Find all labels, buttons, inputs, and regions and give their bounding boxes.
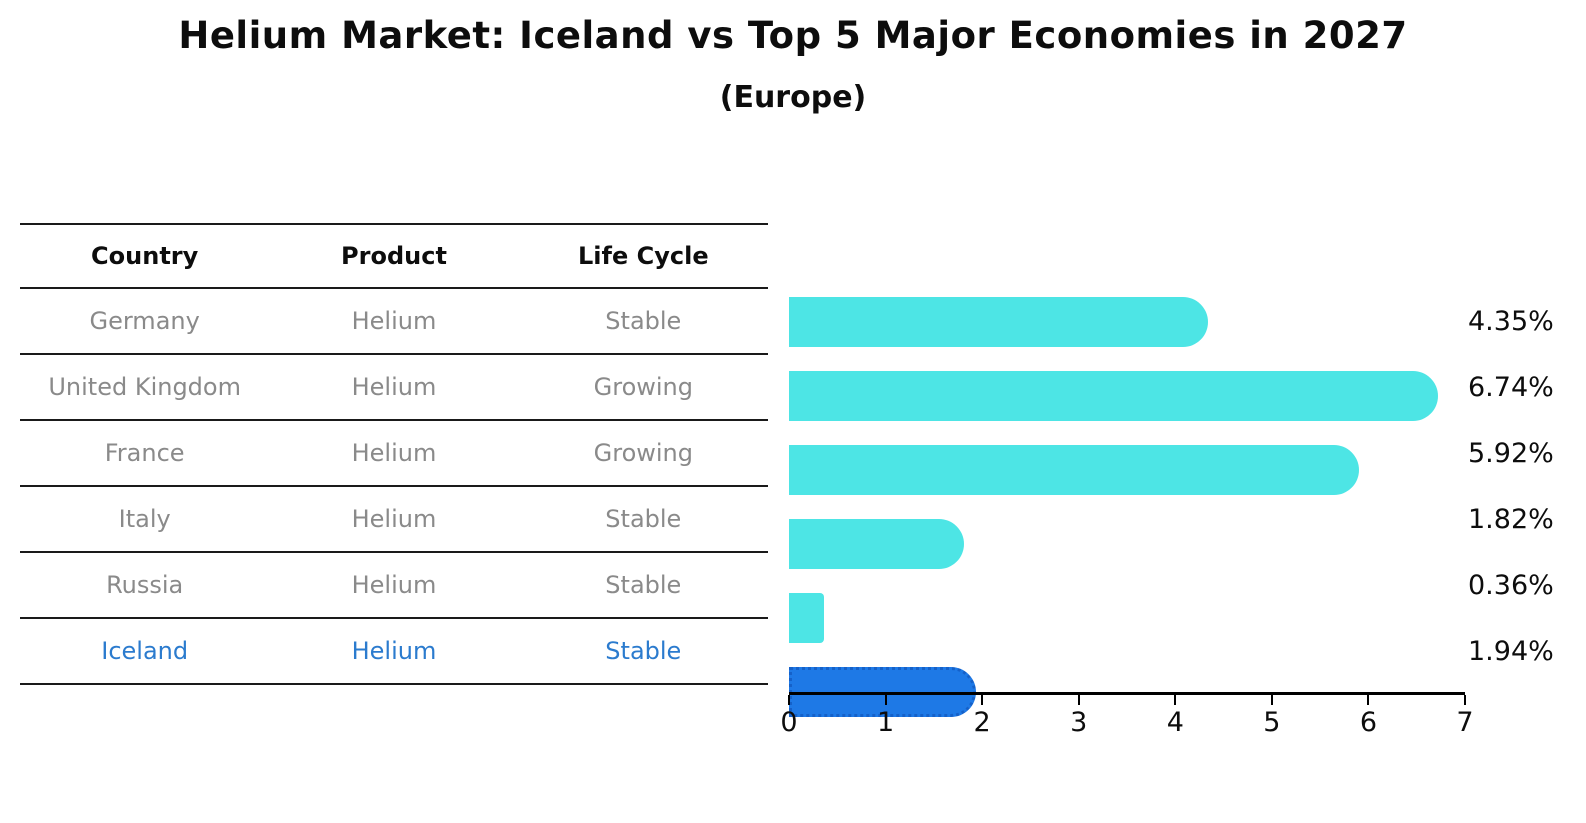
table-cell-product: Helium: [351, 373, 437, 401]
country-table-body: Germany Helium Stable United Kingdom Helium G…: [20, 289, 768, 685]
table-header-row: Country Product Life Cycle: [20, 223, 768, 289]
table-cell-life-cycle: Stable: [605, 571, 682, 599]
table-cell-country: Italy: [118, 505, 171, 533]
table-row: France Helium Growing: [20, 421, 768, 487]
bar-row: [789, 297, 1463, 363]
bar-united-kingdom: [789, 371, 1438, 421]
country-table: Country Product Life Cycle Germany Helium…: [20, 223, 768, 685]
x-axis-tick-label: 0: [780, 707, 798, 738]
x-axis-tick-label: 3: [1070, 707, 1088, 738]
bar-row: [789, 445, 1463, 511]
bar-value-label: 4.35%: [1468, 306, 1554, 337]
column-header-product: Product: [341, 242, 447, 270]
table-cell-country: United Kingdom: [48, 373, 241, 401]
table-cell-life-cycle: Stable: [605, 637, 682, 665]
table-row: United Kingdom Helium Growing: [20, 355, 768, 421]
bar-value-label: 6.74%: [1468, 372, 1554, 403]
value-label-column: 4.35% 6.74% 5.92% 1.82% 0.36% 1.94%: [1468, 289, 1586, 685]
x-axis-tick-label: 6: [1359, 707, 1378, 738]
table-cell-country: France: [104, 439, 185, 467]
bar-row: [789, 593, 1463, 659]
bar-russia: [789, 593, 824, 643]
table-cell-life-cycle: Stable: [605, 307, 682, 335]
table-row: Iceland Helium Stable: [20, 619, 768, 685]
table-cell-country: Russia: [106, 571, 184, 599]
x-axis-tick-label: 7: [1456, 707, 1474, 738]
x-axis-tick: [1367, 695, 1370, 705]
x-axis-tick-label: 1: [876, 707, 895, 738]
bar-row: [789, 519, 1463, 585]
x-axis-tick: [1464, 695, 1466, 705]
bar-row: [789, 371, 1463, 437]
table-cell-product: Helium: [351, 439, 437, 467]
table-cell-country: Iceland: [101, 637, 189, 665]
x-axis-tick: [1077, 695, 1080, 705]
bar-value-label: 1.94%: [1468, 636, 1554, 667]
bar-value-label: 5.92%: [1468, 438, 1554, 469]
chart-title: Helium Market: Iceland vs Top 5 Major Ec…: [178, 14, 1408, 57]
column-header-lifecycle: Life Cycle: [578, 242, 709, 270]
column-header-country: Country: [91, 242, 199, 270]
table-cell-product: Helium: [351, 307, 437, 335]
bar-germany: [789, 297, 1208, 347]
x-axis-tick: [981, 695, 984, 705]
table-row: Russia Helium Stable: [20, 553, 768, 619]
table-cell-country: Germany: [89, 307, 200, 335]
x-axis-tick: [1174, 695, 1177, 705]
bar-france: [789, 445, 1359, 495]
table-cell-product: Helium: [351, 571, 437, 599]
table-row: Germany Helium Stable: [20, 289, 768, 355]
bar-italy: [789, 519, 965, 569]
bar-plot-area: [789, 289, 1463, 717]
chart-subtitle: (Europe): [719, 80, 867, 115]
table-cell-product: Helium: [351, 637, 437, 665]
table-row: Italy Helium Stable: [20, 487, 768, 553]
x-axis-tick-label: 5: [1263, 707, 1281, 738]
x-axis-tick: [1270, 695, 1273, 705]
table-cell-life-cycle: Growing: [593, 439, 693, 467]
x-axis-tick-label: 4: [1166, 707, 1184, 738]
table-cell-life-cycle: Growing: [593, 373, 693, 401]
bar-value-label: 1.82%: [1468, 504, 1554, 535]
x-axis-tick-label: 2: [973, 707, 991, 738]
bar-value-label: 0.36%: [1468, 570, 1554, 601]
x-axis: 0 1 2 3 4 5 6 7: [780, 692, 1474, 742]
table-cell-product: Helium: [351, 505, 437, 533]
x-axis-tick: [788, 695, 790, 705]
table-cell-life-cycle: Stable: [605, 505, 682, 533]
x-axis-tick: [884, 695, 887, 705]
